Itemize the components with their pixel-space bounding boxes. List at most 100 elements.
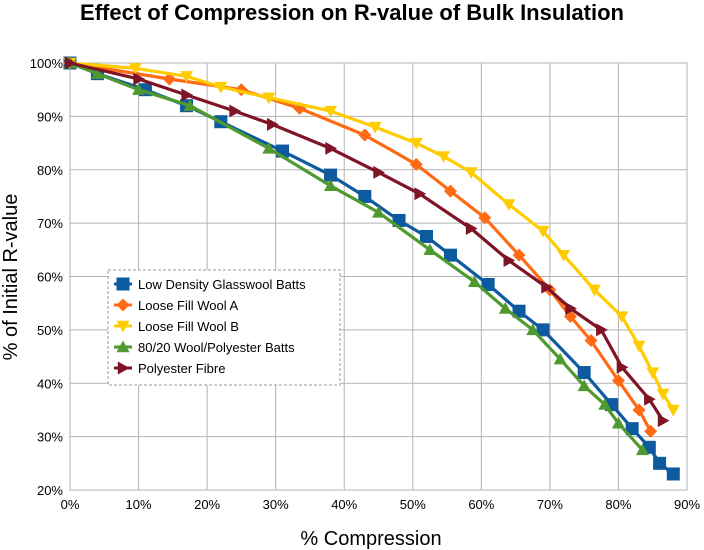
data-point	[646, 367, 660, 380]
data-point	[464, 167, 478, 179]
data-point	[368, 121, 382, 134]
data-point	[611, 416, 625, 429]
data-point	[324, 168, 338, 182]
data-point	[183, 99, 197, 111]
data-point	[262, 92, 276, 105]
data-point	[512, 304, 526, 318]
legend-item: Loose Fill Wool B	[114, 319, 239, 334]
y-tick-label: 30%	[37, 430, 63, 445]
data-point	[632, 403, 646, 417]
data-point	[635, 443, 649, 456]
legend-item: Polyester Fibre	[114, 361, 225, 376]
data-point	[553, 352, 567, 365]
series-layer	[63, 56, 680, 481]
data-point	[90, 67, 104, 79]
x-tick-label: 40%	[331, 497, 357, 512]
legend-label: Low Density Glasswool Batts	[138, 277, 306, 292]
data-point	[181, 88, 194, 102]
data-point	[625, 422, 639, 436]
data-point	[584, 334, 598, 348]
data-point	[653, 456, 667, 470]
legend: Low Density Glasswool Batts Loose Fill Wo…	[107, 269, 341, 386]
y-tick-label: 40%	[37, 376, 63, 391]
data-point	[536, 225, 550, 238]
x-tick-label: 20%	[194, 497, 220, 512]
data-point	[596, 323, 608, 337]
data-point	[467, 275, 481, 288]
data-point	[503, 253, 516, 267]
data-point	[481, 278, 495, 292]
legend-item: Low Density Glasswool Batts	[114, 277, 306, 292]
data-point	[437, 151, 451, 163]
data-point	[180, 71, 194, 83]
data-point	[443, 248, 457, 262]
data-point	[512, 248, 526, 262]
data-point	[536, 323, 550, 337]
x-tick-label: 10%	[126, 497, 152, 512]
data-point	[666, 404, 680, 417]
data-point	[611, 374, 625, 388]
y-tick-label: 70%	[37, 216, 63, 231]
plot-area	[69, 62, 688, 491]
data-point	[557, 249, 571, 262]
series-80-20-wool-polyester-batts	[63, 56, 649, 456]
series-line	[69, 61, 644, 452]
data-point	[502, 199, 516, 211]
data-point	[128, 63, 142, 75]
data-point	[443, 184, 457, 198]
data-point	[409, 137, 423, 150]
series-loose-fill-wool-b	[63, 57, 680, 417]
series-polyester-fibre	[64, 56, 670, 428]
legend-marker	[116, 277, 130, 291]
data-point	[132, 83, 146, 95]
x-axis-ticks: 0% 10% 20% 30% 40% 50% 60% 70% 80% 90%	[61, 497, 701, 512]
data-point	[229, 104, 242, 118]
legend-label: Polyester Fibre	[138, 361, 225, 376]
legend-marker	[116, 298, 130, 312]
data-point	[632, 340, 646, 353]
data-point	[324, 105, 338, 118]
chart-title: Effect of Compression on R-value of Bulk…	[80, 0, 624, 25]
data-point	[598, 398, 612, 410]
legend-label: 80/20 Wool/Polyester Batts	[138, 340, 295, 355]
data-point	[577, 366, 591, 380]
data-point	[64, 56, 77, 70]
series-line	[69, 61, 665, 422]
x-tick-label: 90%	[674, 497, 700, 512]
data-point	[409, 157, 423, 171]
data-point	[414, 187, 427, 201]
x-tick-label: 60%	[468, 497, 494, 512]
data-point	[372, 205, 385, 218]
data-point	[214, 81, 228, 94]
data-point	[373, 165, 385, 179]
legend-marker	[117, 361, 130, 375]
y-tick-label: 50%	[37, 323, 63, 338]
data-point	[657, 414, 670, 428]
x-axis-title: % Compression	[300, 528, 441, 550]
y-tick-label: 60%	[37, 270, 63, 285]
legend-marker	[116, 320, 130, 333]
x-tick-label: 0%	[61, 497, 80, 512]
data-point	[324, 179, 338, 191]
legend-label: Loose Fill Wool B	[138, 319, 239, 334]
x-tick-label: 80%	[605, 497, 631, 512]
data-point	[565, 302, 577, 316]
data-point	[656, 388, 670, 401]
data-point	[615, 311, 629, 324]
legend-label: Loose Fill Wool A	[138, 298, 239, 313]
y-tick-label: 100%	[30, 56, 64, 71]
data-point	[498, 302, 512, 314]
x-tick-label: 70%	[537, 497, 563, 512]
data-point	[423, 243, 437, 256]
legend-box	[107, 269, 341, 386]
data-point	[262, 141, 276, 154]
data-point	[419, 229, 433, 243]
data-point	[541, 280, 553, 294]
data-point	[644, 424, 658, 438]
data-point	[325, 141, 338, 155]
data-point	[644, 392, 656, 406]
x-tick-label: 30%	[263, 497, 289, 512]
data-point	[666, 467, 680, 481]
